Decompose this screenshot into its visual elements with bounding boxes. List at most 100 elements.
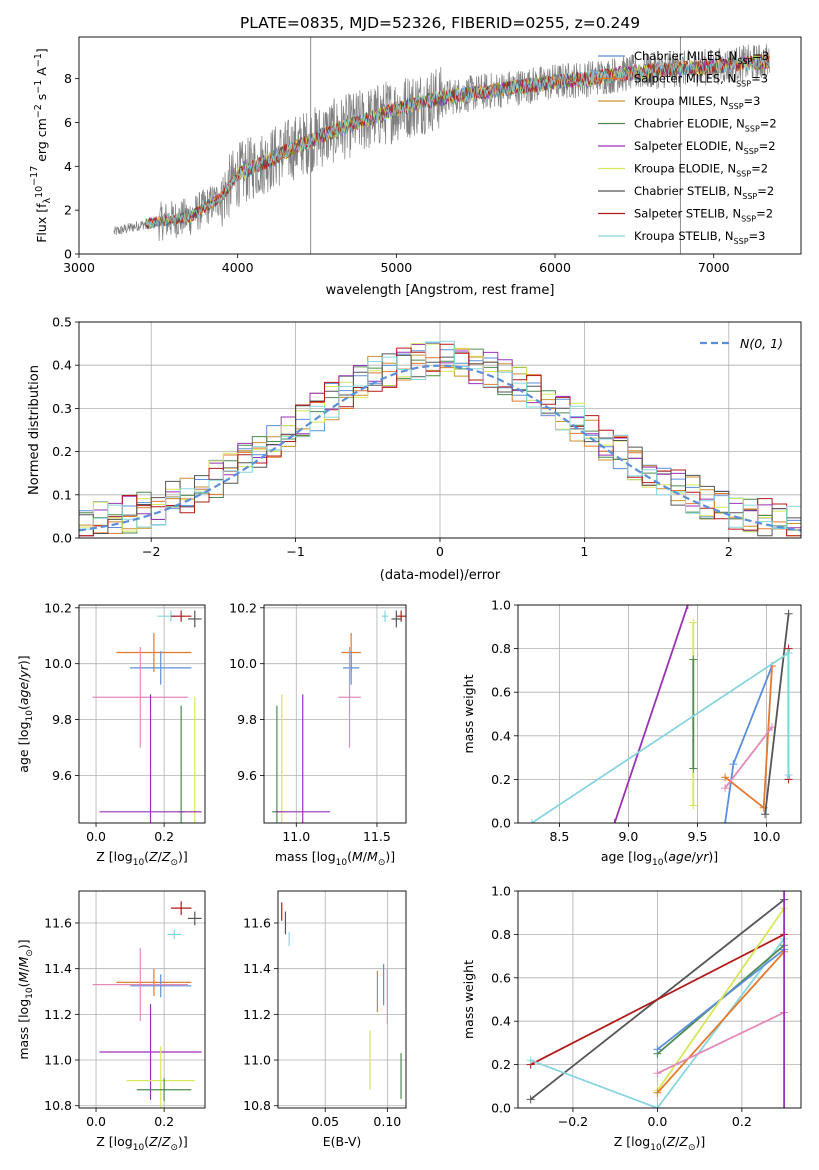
residuals-axes: −2 −1 0 1 2 0.0 0.1 0.2 0.3 0.4 0.5 N(0, 1) [52,315,802,559]
axes-frame [78,604,206,824]
x-tick-label: 0 [436,544,444,559]
y-tick-label: 11.4 [44,961,72,976]
histogram-line [79,340,801,530]
mass-vs-Z-plot-area [92,901,202,1108]
normal-reference-curve [79,364,801,532]
weight-marker [653,1069,662,1078]
x-axis-label: Z [log10(Z/Z⊙)] [96,1134,188,1153]
y-tick-label: 10.8 [243,1098,271,1113]
weight-marker [653,1045,662,1054]
data-point [130,974,192,998]
weight-marker [653,1104,662,1108]
weight-marker [689,655,698,664]
histogram-line [79,343,801,537]
x-axis-label: Z [log10(Z/Z⊙)] [614,1134,706,1153]
residuals-legend: N(0, 1) [700,336,783,351]
residuals-plot-area [79,340,801,537]
y-tick-label: 11.6 [44,915,72,930]
data-point [99,694,202,823]
y-tick-label: 0.5 [52,315,72,330]
data-point [136,1078,192,1102]
weight-marker [689,801,698,810]
y-tick-label: 11.6 [243,915,271,930]
y-tick-label: 11.2 [243,1007,271,1022]
y-tick-label: 0.6 [491,970,511,985]
weight-vs-Z-axes: −0.2 0.0 0.2 0.0 0.2 0.4 0.6 0.8 1.0 [491,884,802,1129]
weight-line [656,907,785,1092]
axes-frame [78,36,802,255]
y-axis-label: mass [log10(M/M⊙)] [16,939,35,1059]
y-tick-label: 0.4 [52,358,72,373]
legend-entry: Salpeter MILES, NSSP=3 [634,72,768,89]
y-tick-label: 0.0 [491,816,511,831]
x-tick-label: 0.0 [86,829,106,844]
weight-marker [683,605,692,609]
weight-marker [527,819,536,823]
mass-vs-ebv-plot-area [281,902,402,1099]
weight-marker [721,784,730,793]
chart-title: PLATE=0835, MJD=52326, FIBERID=0255, z=0… [240,14,640,32]
axes-frame [78,321,802,539]
x-tick-label: 4000 [222,260,254,275]
y-tick-label: 0.1 [52,487,72,502]
y-tick-label: 0.3 [52,401,72,416]
x-tick-label: −2 [142,544,160,559]
weight-marker [689,618,698,627]
x-tick-label: 5000 [380,260,412,275]
x-tick-label: 0.2 [732,1114,752,1129]
y-tick-label: 10.2 [44,600,72,615]
age-vs-Z-plot-area [92,610,202,823]
y-tick-label: 0.2 [491,772,511,787]
x-axis-label: E(B-V) [323,1134,362,1149]
y-tick-label: 11.0 [243,1053,271,1068]
y-axis-label: Flux [fλ10−17 erg cm−2 s−1 A−1] [29,48,53,243]
legend-entry: Salpeter ELODIE, NSSP=2 [634,139,776,156]
y-tick-label: 6 [64,115,72,130]
spectrum-plot-area [113,37,770,254]
legend-entry: Chabrier STELIB, NSSP=2 [634,184,774,201]
data-point [92,646,188,748]
y-tick-label: 0.8 [491,927,511,942]
x-axis-label: wavelength [Angstrom, rest frame] [326,283,555,298]
x-tick-label: 11.0 [282,829,310,844]
data-point [275,694,331,823]
y-tick-label: 9.6 [52,768,72,783]
data-point [126,1046,195,1108]
y-tick-label: 0.6 [491,685,511,700]
weight-marker [729,760,738,769]
data-point [187,911,202,926]
model-spectrum-line [145,55,770,228]
weight-vs-age-plot-area [527,605,793,823]
x-tick-label: 6000 [539,260,571,275]
y-tick-label: 11.0 [44,1053,72,1068]
weight-line [530,933,785,1066]
weight-marker [526,1056,535,1065]
data-point [170,901,192,915]
legend-entry: Chabrier ELODIE, NSSP=2 [634,117,777,134]
legend-entry: Kroupa ELODIE, NSSP=2 [634,162,768,179]
data-point [396,610,406,622]
y-tick-label: 0.0 [491,1101,511,1116]
y-tick-label: 9.8 [52,712,72,727]
legend-entry: Salpeter STELIB, NSSP=2 [634,207,773,224]
data-point [343,651,360,685]
model-spectrum-line [145,53,770,230]
weight-marker [689,764,698,773]
weight-marker [784,771,793,780]
weight-line [613,605,689,823]
x-tick-label: 7000 [698,260,730,275]
x-tick-label: 8.5 [549,829,569,844]
x-tick-label: 9.5 [688,829,708,844]
y-tick-label: 0.2 [52,444,72,459]
axes-frame [517,604,802,824]
y-tick-label: 2 [64,203,72,218]
x-tick-label: 0.10 [373,1114,401,1129]
data-point [391,610,402,628]
weight-marker [784,609,793,618]
age-vs-mass-axes: 11.0 11.5 9.6 9.8 10.0 10.2 [229,600,407,844]
legend-entry: Kroupa MILES, NSSP=3 [634,94,760,111]
x-tick-label: 0.2 [154,1114,174,1129]
y-tick-label: 9.6 [237,768,257,783]
x-axis-label: mass [log10(M/M⊙)] [275,849,395,868]
weight-marker [526,1095,535,1104]
